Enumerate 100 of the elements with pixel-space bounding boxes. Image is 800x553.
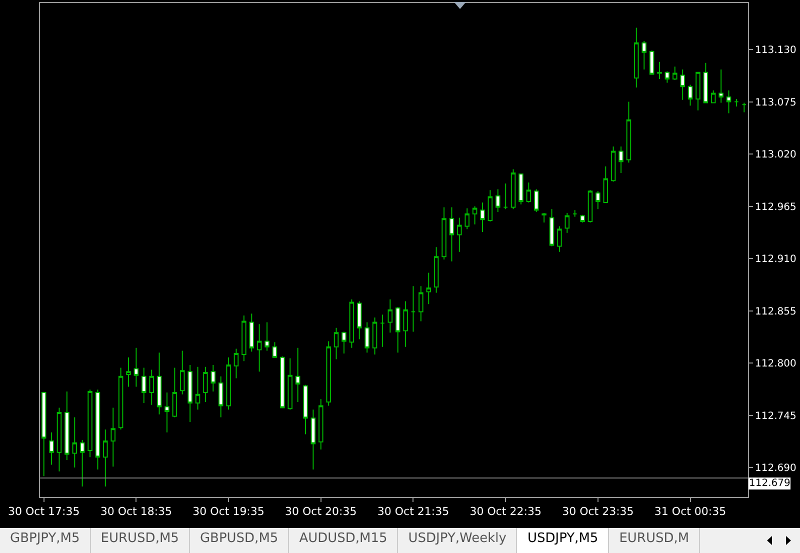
x-tick-label: 30 Oct 21:35: [377, 505, 450, 518]
candlestick: [249, 313, 254, 352]
candlestick: [349, 298, 354, 348]
candlestick: [410, 286, 416, 332]
candlestick: [496, 188, 500, 212]
candlestick: [434, 246, 439, 294]
candlestick: [234, 348, 239, 379]
candlestick: [103, 429, 108, 488]
candlestick: [503, 183, 508, 210]
candlestick: [518, 174, 524, 205]
candlestick: [510, 168, 516, 210]
candlestick: [688, 84, 693, 106]
text: EURUSD,M: [609, 528, 700, 553]
candlestick: [703, 62, 708, 104]
candlestick: [634, 27, 639, 88]
candlestick: [418, 286, 424, 322]
y-tick-label: 113.075: [755, 97, 796, 108]
candlestick: [210, 364, 216, 392]
candlestick: [149, 369, 154, 406]
y-tick-label: 113.020: [755, 150, 796, 161]
x-tick-label: 30 Oct 17:35: [8, 505, 80, 518]
candlestick: [195, 366, 200, 410]
text: USDJPY,Weekly: [398, 528, 518, 553]
candlestick: [557, 226, 562, 252]
candlestick: [603, 166, 608, 203]
candlestick: [672, 66, 678, 80]
candlestick: [180, 350, 185, 395]
candlestick: [364, 322, 370, 354]
candlestick: [80, 440, 85, 488]
x-tick-label: 31 Oct 00:35: [654, 505, 726, 518]
candlestick: [664, 70, 670, 84]
y-tick-label: 112.855: [755, 306, 796, 318]
candlestick: [388, 298, 393, 334]
candlestick: [610, 146, 616, 182]
text: USDJPY,M5: [517, 528, 610, 553]
candlestick: [464, 208, 470, 230]
candlestick: [134, 347, 139, 388]
candlestick: [334, 327, 339, 360]
candlestick: [657, 61, 662, 80]
candlestick: [342, 331, 346, 354]
candlestick: [472, 206, 478, 225]
candlestick: [734, 98, 739, 108]
candlestick: [680, 69, 685, 100]
candlestick: [295, 347, 300, 402]
candlestick: [588, 190, 593, 223]
candlestick: [110, 407, 116, 468]
candlestick: [626, 101, 632, 164]
candlestick: [710, 90, 716, 104]
candlestick: [118, 367, 124, 430]
candlestick: [256, 324, 262, 372]
ref-line-label: 112.679: [749, 478, 790, 489]
candlestick: [442, 206, 446, 260]
candlestick: [280, 356, 285, 408]
candlestick: [742, 102, 747, 113]
candlestick: [642, 40, 646, 70]
candlestick: [618, 146, 624, 174]
candlestick: [580, 214, 585, 223]
candlestick: [64, 391, 70, 460]
candlestick: [188, 364, 192, 422]
candlestick: [242, 315, 246, 362]
candlestick: [49, 432, 54, 466]
candlestick: [542, 212, 546, 223]
x-tick-label: 30 Oct 23:35: [562, 505, 634, 518]
candlestick: [718, 69, 724, 104]
candlestick: [596, 190, 600, 210]
candlestick: [318, 398, 324, 450]
candlestick: [572, 210, 578, 218]
y-tick-label: 112.745: [755, 410, 796, 422]
candlestick: [264, 322, 270, 352]
text: GBPJPY,M5: [0, 528, 91, 553]
text: EURUSD,M5: [90, 528, 190, 553]
candlestick: [88, 389, 92, 458]
candlestick: [549, 208, 554, 247]
candlestick: [403, 300, 408, 348]
candlestick: [172, 367, 178, 418]
candlestick: [564, 212, 570, 234]
candlestick: [526, 182, 532, 203]
candlestick: [534, 188, 539, 212]
candlestick: [449, 206, 454, 262]
candlestick: [426, 272, 432, 305]
candlestick: [488, 190, 493, 222]
candlestick: [356, 300, 362, 340]
x-tick-label: 30 Oct 19:35: [192, 505, 264, 518]
candlestick: [156, 352, 162, 415]
candlestick: [56, 407, 62, 472]
candlestick: [303, 384, 308, 435]
text: GBPUSD,M5: [190, 528, 290, 553]
candlestick: [203, 366, 208, 402]
y-tick-label: 112.965: [755, 202, 796, 213]
candlestick: [72, 416, 78, 468]
candlestick: [164, 392, 170, 433]
candlestick: [696, 72, 700, 111]
candlestick: [95, 389, 100, 470]
candlestick: [142, 367, 146, 404]
candlestick: [126, 356, 131, 388]
candlestick: [288, 358, 292, 410]
y-tick-label: 113.130: [755, 45, 796, 56]
candlestick: [218, 376, 224, 418]
candlestick: [272, 342, 278, 358]
candlestick: [41, 392, 46, 477]
